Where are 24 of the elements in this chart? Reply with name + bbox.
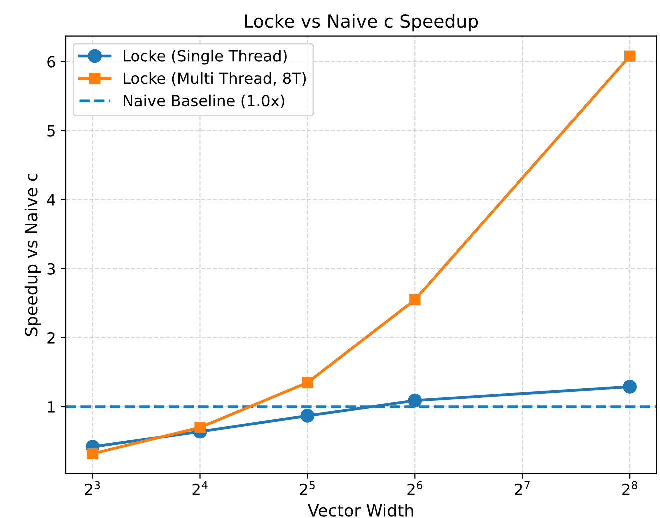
legend-label: Naive Baseline (1.0x)	[124, 94, 284, 108]
legend-label: Locke (Single Thread)	[124, 50, 287, 65]
y-tick-label: 6	[48, 56, 56, 68]
y-tick-label: 4	[47, 194, 56, 206]
x-tick-label: 2$^{6}$	[408, 481, 423, 496]
y-tick-label: 2	[48, 332, 55, 344]
point	[194, 422, 206, 434]
point	[302, 377, 314, 388]
y-tick-label: 1	[48, 402, 55, 413]
y-tick-label: 5	[48, 126, 55, 137]
legend-label: Locke (Multi Thread, 8T)	[124, 72, 306, 86]
point	[300, 409, 315, 423]
chart-title: Locke vs Naive c Speedup	[245, 14, 478, 32]
x-tick-label: 2$^{7}$	[515, 482, 530, 496]
point	[408, 394, 422, 408]
x-tick-label: 2$^{3}$	[85, 481, 100, 496]
point	[87, 448, 98, 460]
point	[410, 294, 421, 306]
x-tick-label: 2$^{5}$	[300, 482, 315, 496]
x-tick-label: 2$^{8}$	[622, 481, 638, 496]
x-axis-title: Vector Width	[308, 504, 414, 517]
y-axis-title: Speedup vs Naive c	[24, 174, 41, 336]
x-tick-label: 2$^{4}$	[192, 482, 208, 496]
y-tick-label: 3	[48, 263, 56, 275]
